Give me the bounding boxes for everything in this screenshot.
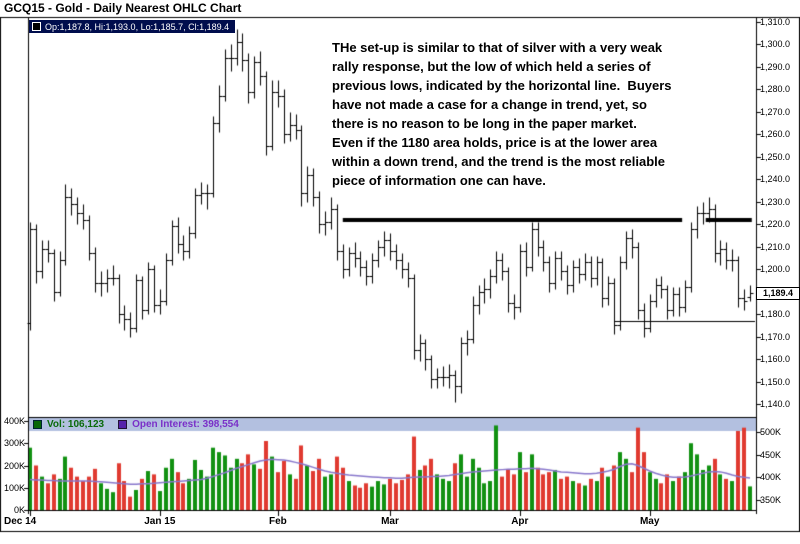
volume-axis-label: 100K bbox=[3, 482, 25, 493]
open-interest-axis-label: 450K bbox=[760, 449, 782, 460]
price-axis-label: 1,140.0 bbox=[760, 399, 791, 409]
annotation-line: have not made a case for a change in tre… bbox=[332, 97, 647, 112]
price-axis-label: 1,260.0 bbox=[760, 129, 791, 140]
price-axis-label: 1,300.0 bbox=[760, 39, 791, 50]
open-interest-axis-label: 500K bbox=[760, 427, 782, 437]
price-axis-label: 1,200.0 bbox=[760, 264, 791, 275]
quote-box-text: Op:1,187.8, Hi:1,193.0, Lo:1,185.7, Cl:1… bbox=[45, 21, 230, 32]
month-axis-label: Jan 15 bbox=[144, 516, 176, 527]
annotation-line: previous lows, indicated by the horizont… bbox=[332, 78, 672, 93]
month-axis-label: Apr bbox=[511, 516, 529, 527]
volume-axis-label: 400K bbox=[3, 416, 25, 426]
volume-axis-label: 300K bbox=[3, 438, 25, 449]
price-axis-label: 1,210.0 bbox=[760, 241, 791, 252]
annotation-line: Even if the 1180 area holds, price is at… bbox=[332, 135, 658, 150]
month-axis-label: May bbox=[639, 516, 660, 527]
open-interest-axis-label: 400K bbox=[760, 472, 782, 483]
volume-axis-label: 0K bbox=[13, 505, 25, 515]
open-interest-swatch-icon bbox=[118, 420, 128, 429]
price-axis-label: 1,280.0 bbox=[760, 84, 791, 95]
price-axis-label: 1,240.0 bbox=[760, 174, 791, 185]
open-interest-axis-label: 350K bbox=[760, 495, 782, 505]
ohlc-series-swatch-icon bbox=[32, 22, 41, 31]
price-axis-label: 1,310.0 bbox=[760, 17, 791, 27]
price-axis-label: 1,150.0 bbox=[760, 376, 791, 387]
annotation-line: rally response, but the low of which hel… bbox=[332, 59, 651, 74]
price-axis-label: 1,180.0 bbox=[760, 309, 791, 320]
volume-swatch-icon bbox=[33, 420, 42, 429]
annotation: THe set-up is similar to that of silver … bbox=[332, 38, 672, 190]
volume-axis-label: 200K bbox=[3, 460, 25, 471]
month-axis-label: Mar bbox=[381, 516, 399, 527]
price-axis-label: 1,270.0 bbox=[760, 106, 791, 117]
price-axis-label: 1,230.0 bbox=[760, 196, 791, 207]
volume-legend: Vol: 106,123 Open Interest: 398,554 bbox=[33, 419, 239, 430]
annotation-line: there is no reason to be long in the pap… bbox=[332, 116, 637, 131]
price-axis-label: 1,220.0 bbox=[760, 219, 791, 230]
annotation-line: within a down trend, and the trend is th… bbox=[332, 154, 665, 169]
page-title: GCQ15 - Gold - Daily Nearest OHLC Chart bbox=[4, 1, 242, 15]
annotation-line: piece of information one can have. bbox=[332, 173, 546, 188]
quote-box: Op:1,187.8, Hi:1,193.0, Lo:1,185.7, Cl:1… bbox=[29, 20, 236, 33]
last-price-marker: 1,189.4 bbox=[756, 286, 800, 300]
price-axis-label: 1,170.0 bbox=[760, 331, 791, 342]
month-axis-label: Dec 14 bbox=[4, 516, 37, 527]
annotation-line: THe set-up is similar to that of silver … bbox=[332, 40, 663, 55]
price-axis-label: 1,250.0 bbox=[760, 151, 791, 162]
open-interest-label: Open Interest: 398,554 bbox=[132, 419, 239, 430]
volume-label: Vol: 106,123 bbox=[47, 419, 105, 430]
month-axis-label: Feb bbox=[268, 516, 287, 527]
price-axis-label: 1,290.0 bbox=[760, 61, 791, 72]
price-axis-label: 1,160.0 bbox=[760, 354, 791, 365]
